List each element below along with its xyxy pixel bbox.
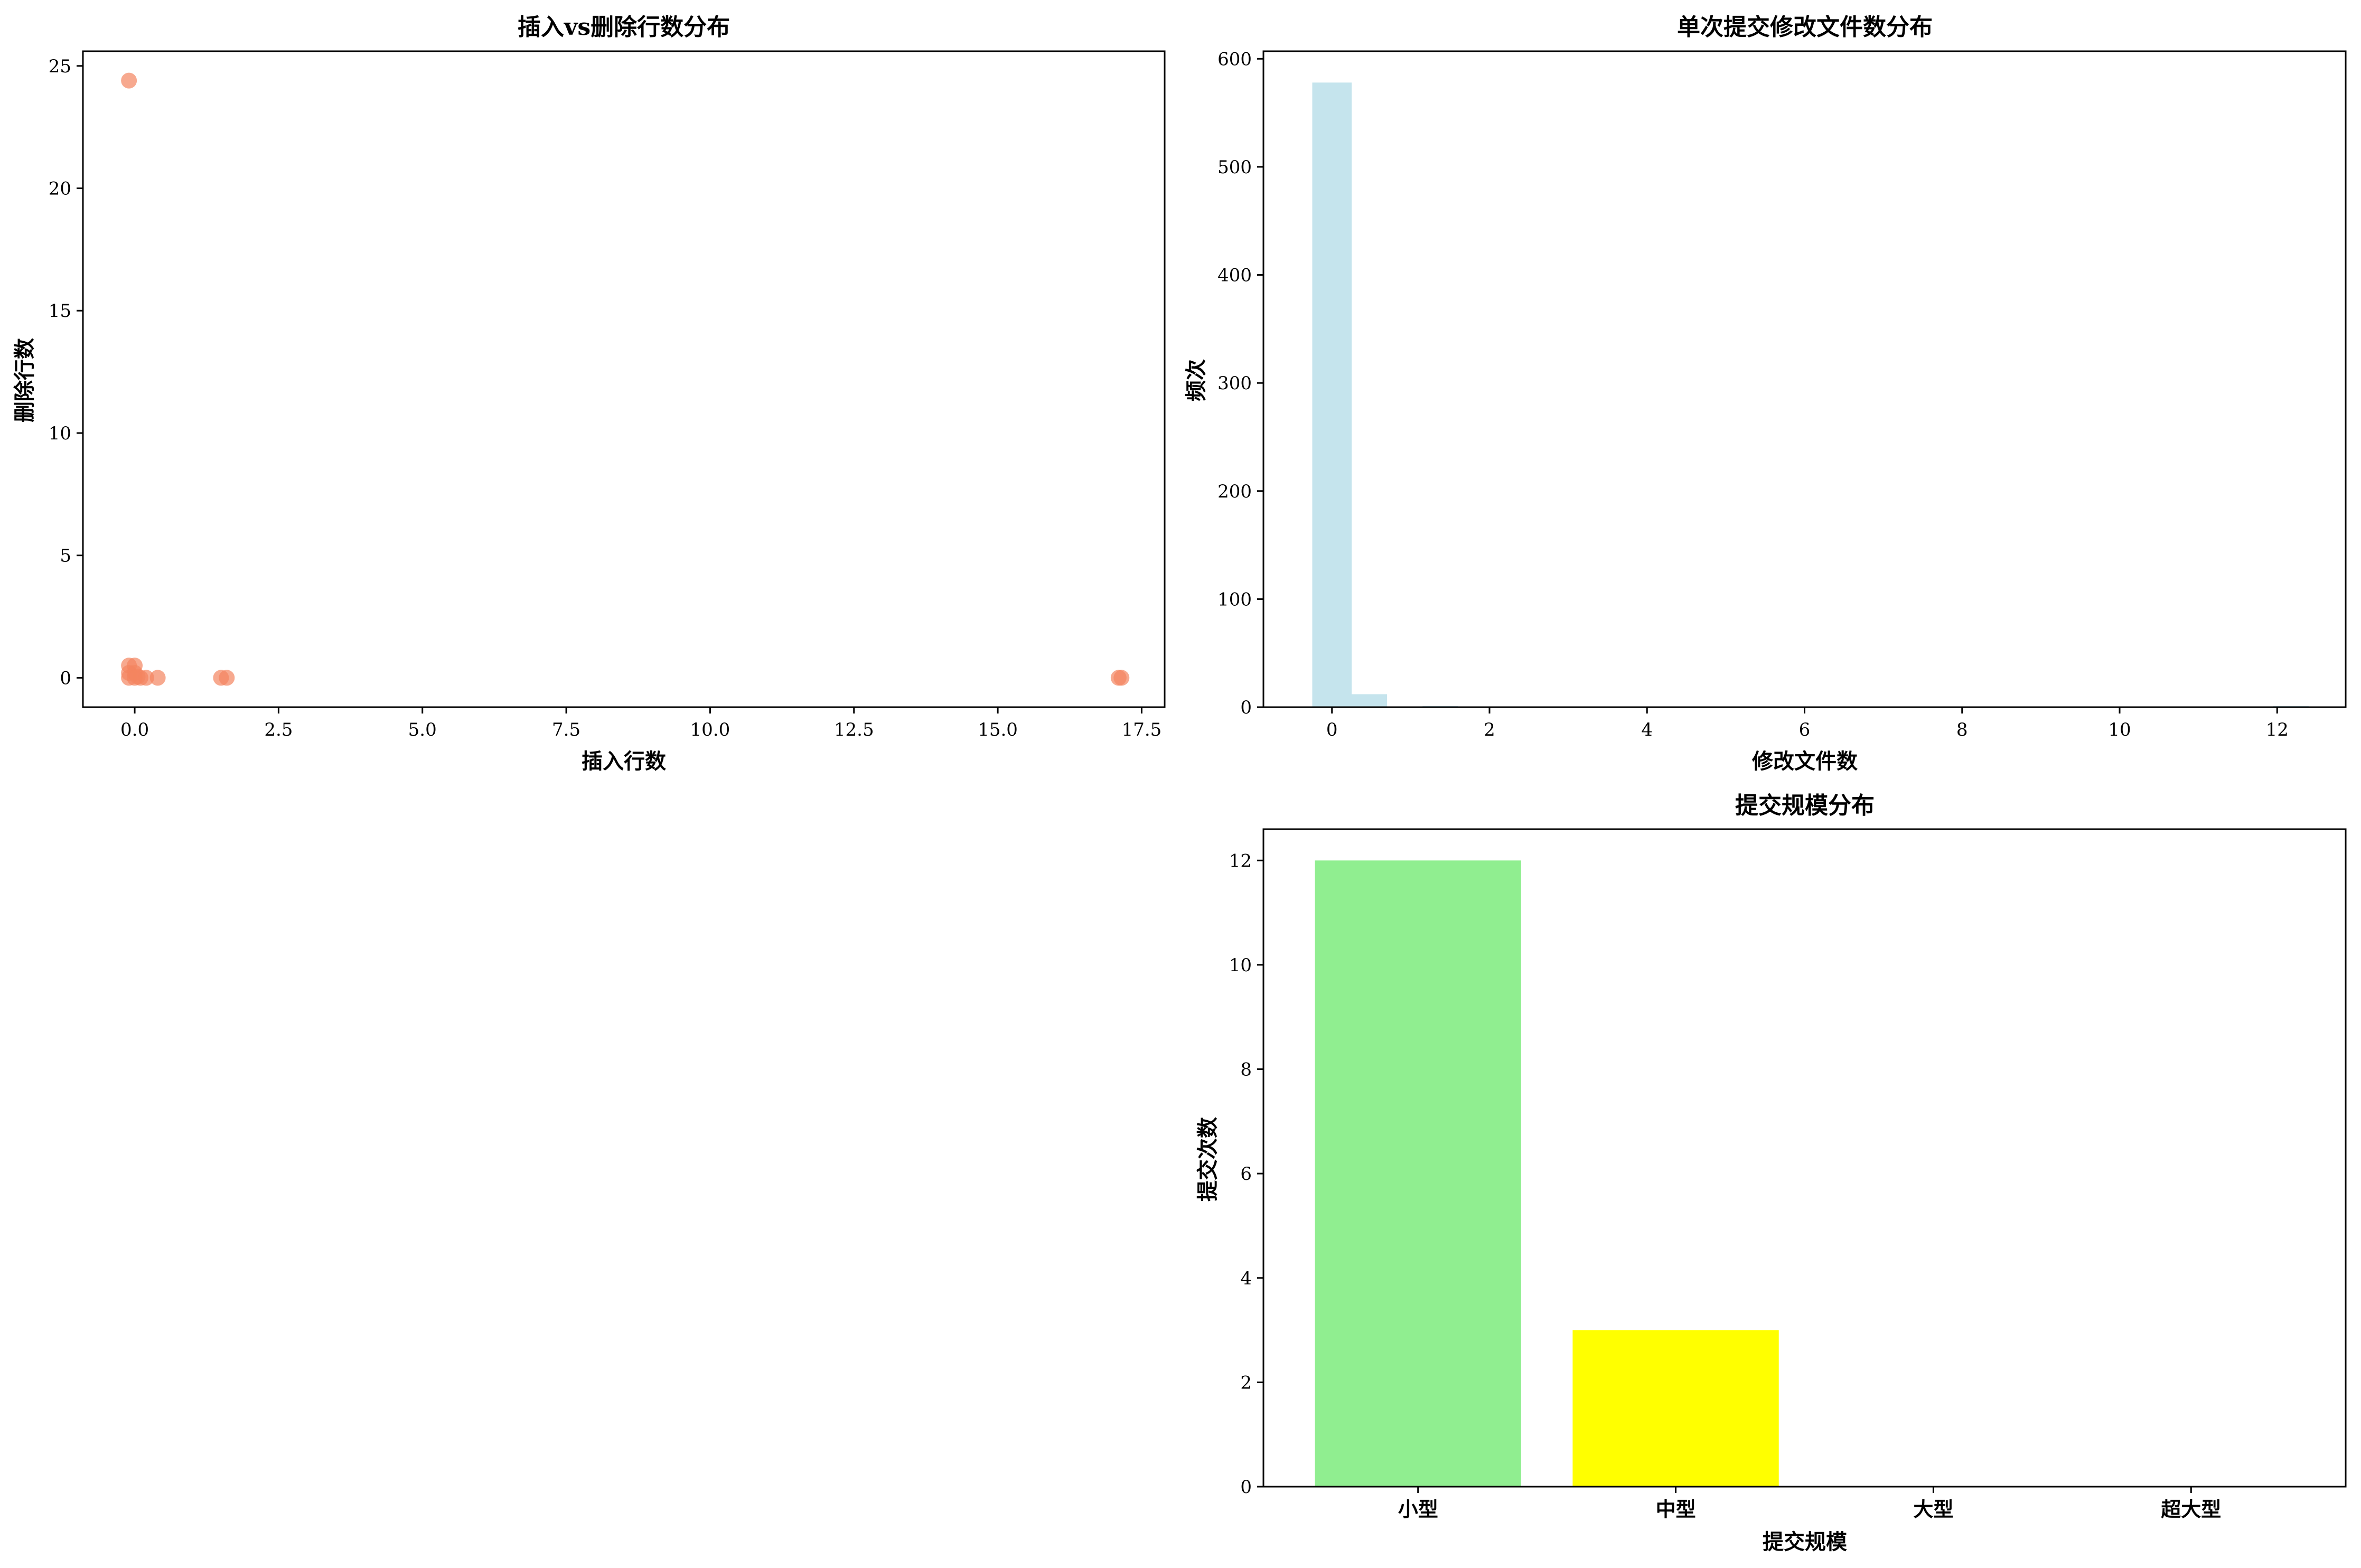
bar-x-tick-label: 超大型: [2161, 1497, 2221, 1521]
bar-y-tick-label: 0: [1240, 1477, 1252, 1498]
histogram-x-axis-label: 修改文件数: [1752, 749, 1858, 774]
bar-bars: [1315, 860, 1779, 1487]
histogram-y-tick-label: 400: [1217, 265, 1252, 286]
histogram-bar: [1312, 82, 1352, 707]
histogram-x-tick-label: 12: [2266, 719, 2289, 740]
histogram-y-tick-label: 200: [1217, 481, 1252, 502]
scatter-x-axis-label: 插入行数: [582, 749, 666, 774]
scatter-y-tick-label: 5: [60, 546, 71, 567]
histogram-x-tick-label: 4: [1641, 719, 1653, 740]
scatter-plot-frame: [82, 50, 1166, 708]
scatter-chart-title: 插入vs删除行数分布: [518, 14, 730, 41]
histogram-y-tick-label: 100: [1217, 589, 1252, 610]
histogram-y-tick-label: 0: [1240, 697, 1252, 718]
histogram-y-tick-label: 600: [1217, 49, 1252, 70]
histogram-x-tick-label: 2: [1484, 719, 1495, 740]
scatter-x-tick-label: 0.0: [120, 719, 149, 740]
scatter-point: [1113, 670, 1130, 686]
scatter-y-tick-label: 20: [49, 179, 71, 200]
bar-x-axis-label: 提交规模: [1763, 1529, 1847, 1554]
histogram-ticks: 0 2 4 6 8 10 12 0 100 200 300 400 500 600: [1217, 49, 2289, 740]
bar-ticks: 小型 中型 大型 超大型 0 2 4 6 8 10 12: [1229, 850, 2222, 1521]
histogram-bar: [1352, 694, 1388, 707]
bar: [1572, 1330, 1779, 1487]
histogram-plot-frame: [1262, 50, 2347, 708]
bar-y-tick-label: 10: [1229, 955, 1252, 976]
bar-y-tick-label: 2: [1240, 1372, 1252, 1393]
histogram-bars: [1312, 82, 2309, 707]
bar: [1315, 860, 1521, 1487]
bar-plot-frame: [1262, 828, 2347, 1488]
scatter-points: [121, 72, 1130, 686]
scatter-x-tick-label: 10.0: [690, 719, 730, 740]
scatter-x-tick-label: 12.5: [834, 719, 874, 740]
bar-y-tick-label: 4: [1240, 1268, 1252, 1289]
scatter-x-tick-label: 17.5: [1122, 719, 1162, 740]
scatter-x-tick-label: 7.5: [552, 719, 580, 740]
histogram-x-tick-label: 0: [1326, 719, 1338, 740]
bar-chart-commit-size: 提交规模分布 提交规模 提交次数 小型 中型 大型 超大型 0 2 4 6 8 10 12: [1195, 792, 2347, 1554]
scatter-point: [121, 72, 137, 89]
scatter-ticks: 0.0 2.5 5.0 7.5 10.0 12.5 15.0 17.5 0 5 10 15 20 25: [49, 56, 1162, 740]
scatter-point: [219, 670, 235, 686]
bar-x-tick-label: 小型: [1398, 1497, 1438, 1521]
histogram-y-axis-label: 频次: [1184, 359, 1208, 401]
histogram-title: 单次提交修改文件数分布: [1677, 14, 1933, 41]
histogram-y-tick-label: 300: [1217, 373, 1252, 394]
bar-chart-title: 提交规模分布: [1735, 792, 1875, 819]
scatter-x-tick-label: 5.0: [408, 719, 437, 740]
histogram-x-tick-label: 10: [2108, 719, 2131, 740]
bar-y-tick-label: 8: [1240, 1059, 1252, 1081]
scatter-y-tick-label: 0: [60, 668, 71, 689]
bar-x-tick-label: 中型: [1656, 1497, 1696, 1521]
histogram-files-per-commit: 单次提交修改文件数分布 修改文件数 频次 0 2 4 6 8 10 12 0 100 200 300…: [1184, 14, 2347, 774]
scatter-y-tick-label: 10: [49, 423, 71, 444]
scatter-chart-insert-vs-delete: 插入vs删除行数分布 插入行数 删除行数 0.0 2.5 5.0 7.5 10.0 12.…: [12, 14, 1166, 774]
scatter-y-tick-label: 25: [49, 56, 71, 77]
scatter-x-tick-label: 2.5: [264, 719, 293, 740]
scatter-y-tick-label: 15: [49, 301, 71, 322]
scatter-point: [149, 670, 166, 686]
bar-x-tick-label: 大型: [1913, 1497, 1953, 1521]
bar-y-tick-label: 6: [1240, 1163, 1252, 1185]
histogram-y-tick-label: 500: [1217, 157, 1252, 178]
scatter-point: [138, 670, 154, 686]
bar-y-axis-label: 提交次数: [1195, 1117, 1220, 1201]
histogram-x-tick-label: 8: [1956, 719, 1968, 740]
histogram-x-tick-label: 6: [1799, 719, 1811, 740]
scatter-y-axis-label: 删除行数: [12, 338, 37, 422]
scatter-x-tick-label: 15.0: [978, 719, 1018, 740]
bar-y-tick-label: 12: [1229, 850, 1252, 871]
